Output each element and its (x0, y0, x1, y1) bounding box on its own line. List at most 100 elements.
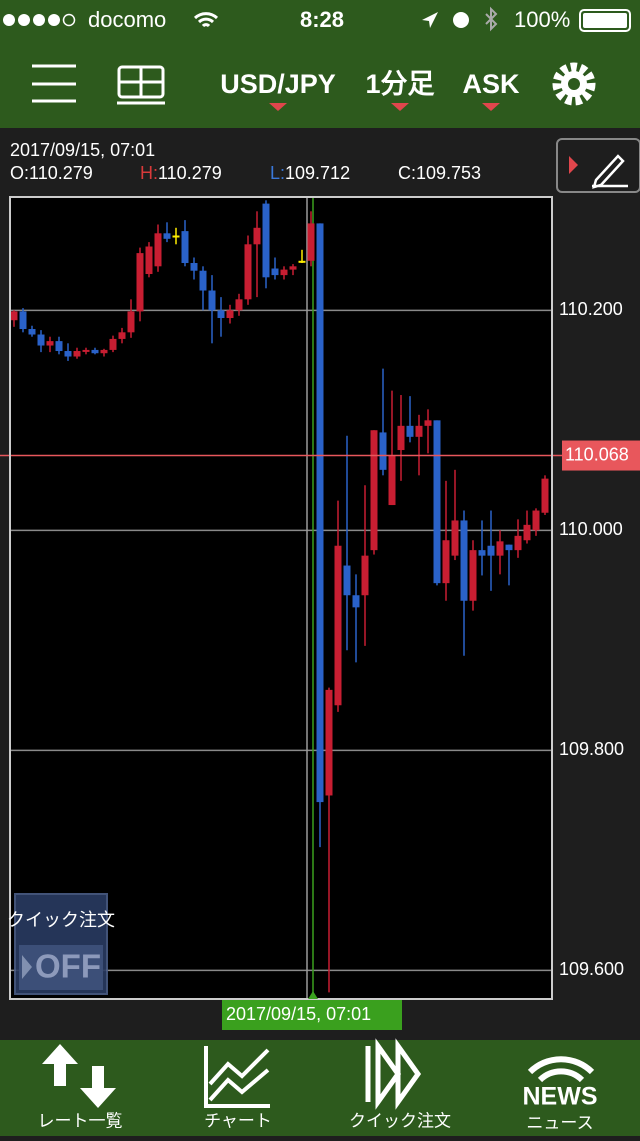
candle-body (343, 565, 351, 596)
header-bg (0, 0, 640, 128)
candle-body (73, 351, 81, 357)
candle-body (262, 203, 270, 278)
battery-level: 100% (514, 7, 570, 32)
timeframe-selector[interactable]: 1分足 (365, 69, 434, 99)
cursor-date-badge (222, 1000, 402, 1030)
y-tick-label: 109.600 (559, 959, 624, 979)
candle-body (469, 550, 477, 601)
pair-selector[interactable]: USD/JPY (220, 69, 336, 99)
draw-tool-button[interactable] (556, 138, 640, 193)
candle-body (46, 341, 54, 346)
y-tick-label: 109.800 (559, 739, 624, 759)
candle-body (370, 430, 378, 551)
candle-body (199, 270, 207, 291)
candle-body (55, 341, 63, 352)
candle-body (478, 550, 486, 556)
candle-body (91, 349, 99, 354)
candle-body (334, 545, 342, 706)
candle-body (190, 263, 198, 271)
battery-fill (583, 13, 627, 28)
tab-news[interactable]: NEWS ニュース (523, 1056, 598, 1132)
candle-body (361, 555, 369, 596)
candle-body (298, 260, 306, 263)
candle-body (496, 541, 504, 556)
tab-label: レート一覧 (38, 1111, 123, 1130)
tab-quick-order[interactable]: クイック注文 (349, 1038, 451, 1130)
plot-border (9, 196, 553, 1000)
side-selector[interactable]: ASK (462, 69, 520, 99)
y-tick-label: 110.000 (559, 519, 623, 539)
close-key: C: (398, 163, 416, 183)
settings-button[interactable] (552, 62, 596, 106)
tab-label: クイック注文 (349, 1111, 451, 1130)
candle-body (487, 545, 495, 556)
tab-rates[interactable]: レート一覧 (38, 1044, 123, 1130)
layout-button[interactable] (117, 65, 165, 105)
quick-order-toggle[interactable]: クイック注文 OFF (7, 893, 115, 995)
candle-body (244, 244, 252, 300)
menu-button[interactable] (32, 64, 76, 103)
tab-chart[interactable]: チャート (204, 1046, 272, 1130)
open-value: 110.279 (29, 163, 93, 183)
high-key: H: (140, 163, 158, 183)
current-price-badge (562, 440, 640, 471)
candle-body (379, 432, 387, 470)
candle-body (127, 311, 135, 333)
low-key: L: (270, 163, 285, 183)
candle-body (181, 231, 189, 264)
candle-body (406, 425, 414, 437)
candle-body (226, 310, 234, 319)
candle-body (523, 524, 531, 541)
dropdown-arrow (269, 103, 287, 111)
candle-body (352, 595, 360, 608)
clock: 8:28 (300, 7, 344, 32)
dropdown-arrow (391, 103, 409, 111)
tab-label: ニュース (526, 1113, 593, 1132)
candle-body (64, 351, 72, 357)
candle-body (163, 233, 171, 239)
quick-order-state: OFF (35, 948, 101, 985)
bluetooth-icon (485, 6, 498, 32)
ohlc-info: O:110.279 H:110.279 L:109.712 C:109.753 (10, 163, 481, 183)
candle-body (100, 349, 108, 354)
candle-body (10, 311, 18, 321)
current-price-label: 110.068 (565, 444, 629, 464)
candle-body (532, 510, 540, 531)
cursor-marker (308, 991, 318, 999)
candle-body (325, 689, 333, 796)
candle-body (37, 334, 45, 346)
low-value: 109.712 (285, 163, 350, 183)
candle-body (172, 235, 180, 238)
candle-body (253, 227, 261, 245)
candle-body (307, 223, 315, 261)
wifi-icon (193, 12, 219, 28)
candle-body (154, 233, 162, 267)
candle-body (514, 535, 522, 551)
candle-body (442, 540, 450, 584)
location-icon (422, 12, 438, 28)
candle-body (280, 269, 288, 276)
candle-body (433, 420, 441, 584)
candle-body (28, 329, 36, 335)
candle-body (235, 299, 243, 311)
candle-body (271, 268, 279, 276)
candle-body (208, 290, 216, 311)
candle-body (451, 520, 459, 556)
cursor-date-label: 2017/09/15, 07:01 (226, 1004, 371, 1024)
candle-body (505, 544, 513, 551)
candle-body (82, 349, 90, 352)
dropdown-arrow (482, 103, 500, 111)
candle-body (289, 266, 297, 270)
open-key: O: (10, 163, 29, 183)
candle-body (316, 223, 324, 803)
candle-body (19, 311, 27, 330)
y-tick-label: 110.200 (559, 299, 623, 319)
news-icon-text: NEWS (523, 1083, 598, 1111)
candle-body (541, 478, 549, 513)
quick-order-label: クイック注文 (7, 910, 115, 930)
high-value: 110.279 (158, 163, 222, 183)
battery-icon (579, 9, 631, 32)
candle-body (136, 253, 144, 312)
